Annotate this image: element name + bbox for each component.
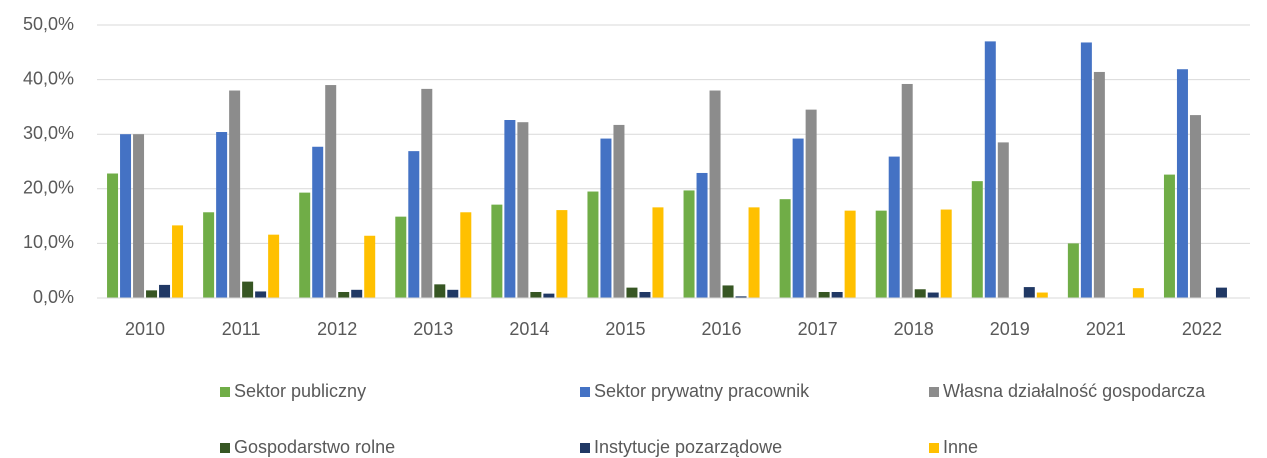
bar bbox=[338, 291, 350, 298]
bar bbox=[683, 190, 695, 298]
legend-label: Inne bbox=[943, 437, 978, 457]
bar bbox=[312, 146, 324, 298]
bar bbox=[652, 207, 664, 298]
legend-swatch bbox=[220, 443, 230, 453]
bar bbox=[1176, 69, 1188, 298]
bar bbox=[1132, 288, 1144, 298]
bar bbox=[1189, 115, 1201, 298]
bar bbox=[229, 90, 241, 299]
bar bbox=[556, 210, 568, 298]
bar bbox=[1163, 174, 1175, 298]
bar bbox=[613, 124, 625, 298]
x-tick-label: 2013 bbox=[413, 319, 453, 339]
x-tick-label: 2010 bbox=[125, 319, 165, 339]
y-tick-label: 30,0% bbox=[23, 123, 74, 143]
bar bbox=[709, 90, 721, 299]
x-tick-label: 2022 bbox=[1182, 319, 1222, 339]
bar bbox=[504, 120, 516, 298]
legend-label: Gospodarstwo rolne bbox=[234, 437, 395, 457]
bar bbox=[517, 122, 529, 298]
bar bbox=[831, 291, 843, 298]
x-tick-label: 2018 bbox=[894, 319, 934, 339]
bar bbox=[735, 296, 747, 298]
bar bbox=[447, 289, 459, 298]
bar bbox=[844, 210, 856, 298]
y-tick-label: 0,0% bbox=[33, 287, 74, 307]
bar bbox=[203, 212, 215, 298]
legend-label: Własna działalność gospodarcza bbox=[943, 381, 1206, 401]
bar bbox=[888, 156, 900, 298]
y-tick-label: 40,0% bbox=[23, 68, 74, 88]
bar bbox=[159, 284, 171, 298]
y-tick-label: 50,0% bbox=[23, 14, 74, 34]
bar bbox=[600, 138, 612, 298]
bar bbox=[107, 173, 119, 298]
bar bbox=[626, 287, 638, 298]
x-tick-label: 2019 bbox=[990, 319, 1030, 339]
bar bbox=[1023, 287, 1035, 298]
bar bbox=[395, 216, 407, 298]
bar bbox=[133, 134, 145, 298]
bar bbox=[696, 172, 708, 298]
bar bbox=[639, 291, 651, 298]
bar bbox=[984, 41, 996, 298]
bar bbox=[779, 199, 791, 298]
bar bbox=[216, 132, 228, 298]
x-tick-label: 2015 bbox=[605, 319, 645, 339]
bar bbox=[530, 291, 542, 298]
bar bbox=[792, 138, 804, 298]
bar bbox=[1080, 42, 1092, 298]
bar bbox=[325, 85, 337, 298]
bar bbox=[997, 142, 1009, 298]
bar bbox=[242, 281, 254, 298]
legend-label: Instytucje pozarządowe bbox=[594, 437, 782, 457]
bar bbox=[587, 191, 599, 298]
bar bbox=[971, 181, 983, 298]
bar bbox=[268, 234, 280, 298]
bar bbox=[940, 209, 952, 298]
bar bbox=[901, 83, 913, 298]
legend-label: Sektor publiczny bbox=[234, 381, 366, 401]
legend-swatch bbox=[929, 443, 939, 453]
legend-swatch bbox=[580, 443, 590, 453]
x-tick-label: 2011 bbox=[222, 319, 261, 339]
legend-swatch bbox=[929, 387, 939, 397]
bar bbox=[299, 192, 311, 298]
bar bbox=[172, 225, 184, 298]
bar bbox=[1215, 287, 1227, 298]
bar bbox=[543, 293, 555, 298]
bar bbox=[818, 291, 830, 298]
x-tick-label: 2017 bbox=[798, 319, 838, 339]
x-tick-label: 2021 bbox=[1086, 319, 1126, 339]
bar bbox=[421, 88, 433, 298]
bar bbox=[460, 212, 472, 298]
x-tick-label: 2016 bbox=[702, 319, 742, 339]
x-tick-label: 2014 bbox=[509, 319, 549, 339]
bar bbox=[364, 235, 376, 298]
bar bbox=[351, 289, 363, 298]
legend-swatch bbox=[220, 387, 230, 397]
bar bbox=[255, 291, 267, 298]
bar bbox=[146, 290, 158, 298]
legend-swatch bbox=[580, 387, 590, 397]
bar bbox=[748, 207, 760, 298]
bar bbox=[1093, 71, 1105, 299]
bar bbox=[1067, 243, 1079, 298]
legend-label: Sektor prywatny pracownik bbox=[594, 381, 810, 401]
bar bbox=[722, 285, 734, 298]
y-tick-label: 10,0% bbox=[23, 232, 74, 252]
bar bbox=[408, 151, 420, 298]
bar bbox=[120, 134, 132, 298]
x-tick-label: 2012 bbox=[317, 319, 357, 339]
bar bbox=[875, 210, 887, 298]
bar bbox=[805, 109, 817, 298]
bar bbox=[914, 289, 926, 298]
bar bbox=[1036, 292, 1048, 298]
bar bbox=[434, 284, 446, 298]
bar bbox=[491, 204, 503, 298]
y-tick-label: 20,0% bbox=[23, 178, 74, 198]
bar bbox=[927, 292, 939, 298]
